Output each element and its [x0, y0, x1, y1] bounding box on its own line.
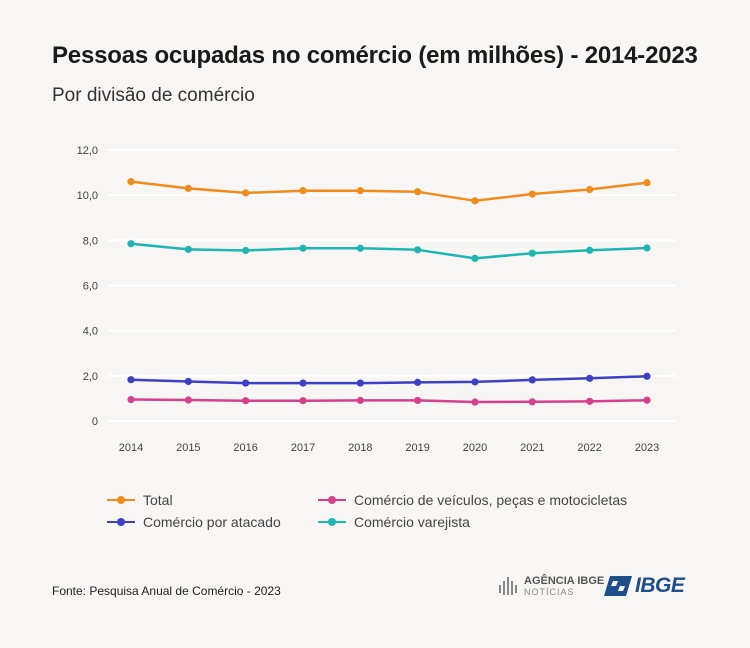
data-point [299, 379, 307, 387]
legend-item-atacado: Comércio por atacado [107, 514, 281, 530]
data-point [299, 397, 307, 405]
data-point [528, 376, 536, 384]
legend-label-total: Total [143, 492, 173, 508]
data-point [184, 396, 192, 404]
legend-item-veiculos: Comércio de veículos, peças e motociclet… [318, 492, 627, 508]
data-point [586, 397, 594, 405]
y-tick-label: 0 [92, 416, 98, 428]
data-point [127, 178, 135, 186]
data-point [356, 187, 364, 195]
series-line-1 [130, 398, 648, 404]
data-point [299, 187, 307, 195]
data-point [643, 396, 651, 404]
y-tick-label: 4,0 [83, 326, 98, 338]
legend-swatch-veiculos [318, 495, 346, 505]
data-point [414, 378, 422, 386]
data-point [127, 376, 135, 384]
data-point [414, 188, 422, 196]
data-point [528, 249, 536, 257]
ibge-emblem-icon [604, 576, 632, 596]
data-point [471, 197, 479, 205]
x-tick-label: 2016 [233, 442, 257, 454]
legend-item-varejista: Comércio varejista [318, 514, 470, 530]
legend-label-veiculos: Comércio de veículos, peças e motociclet… [354, 492, 628, 508]
data-point [586, 246, 594, 254]
data-point [471, 378, 479, 386]
series-line-2 [130, 375, 648, 385]
data-point [184, 245, 192, 253]
source-note: Fonte: Pesquisa Anual de Comércio - 2023 [52, 584, 281, 598]
y-tick-label: 8,0 [83, 235, 98, 247]
data-point [643, 179, 651, 187]
y-tick-label: 2,0 [83, 371, 98, 383]
y-tick-label: 12,0 [77, 145, 98, 157]
x-tick-label: 2014 [119, 442, 143, 454]
x-tick-label: 2019 [405, 442, 429, 454]
y-tick-label: 6,0 [83, 281, 98, 293]
data-point [184, 184, 192, 192]
y-tick-label: 10,0 [77, 190, 98, 202]
legend-label-varejista: Comércio varejista [354, 514, 470, 530]
legend-label-atacado: Comércio por atacado [143, 514, 281, 530]
data-point [356, 244, 364, 252]
agencia-bars-icon [499, 577, 517, 595]
data-point [242, 397, 250, 405]
x-tick-label: 2021 [520, 442, 544, 454]
data-point [643, 372, 651, 380]
data-point [127, 240, 135, 248]
agencia-logo-line1: AGÊNCIA IBGE [524, 574, 605, 587]
data-point [242, 379, 250, 387]
x-tick-label: 2022 [577, 442, 601, 454]
legend-item-total: Total [107, 492, 173, 508]
data-point [471, 398, 479, 406]
data-point [471, 254, 479, 262]
ibge-logo: IBGE [604, 574, 685, 598]
agencia-logo-line2: NOTÍCIAS [524, 586, 575, 597]
data-point [528, 190, 536, 198]
data-point [586, 374, 594, 382]
chart-subtitle: Por divisão de comércio [52, 85, 255, 106]
x-tick-label: 2017 [291, 442, 315, 454]
chart-title: Pessoas ocupadas no comércio (em milhões… [52, 42, 698, 69]
data-point [299, 244, 307, 252]
data-point [127, 395, 135, 404]
data-point [356, 396, 364, 405]
data-point [643, 244, 651, 252]
x-tick-label: 2018 [348, 442, 372, 454]
data-point [528, 398, 536, 406]
legend-swatch-atacado [107, 517, 135, 527]
data-point [586, 185, 594, 194]
data-point [184, 377, 192, 386]
series-line-0 [130, 180, 648, 203]
x-tick-label: 2023 [635, 442, 659, 454]
data-point [242, 246, 250, 255]
data-point [414, 396, 422, 405]
x-tick-label: 2020 [463, 442, 487, 454]
ibge-logo-text: IBGE [635, 574, 685, 597]
legend-swatch-total [107, 495, 135, 505]
agencia-ibge-logo: AGÊNCIA IBGE NOTÍCIAS [498, 575, 604, 597]
data-point [356, 379, 364, 387]
data-point [242, 189, 250, 197]
series-line-3 [130, 242, 648, 260]
x-tick-label: 2015 [176, 442, 200, 454]
legend-swatch-varejista [318, 517, 346, 527]
data-point [414, 246, 422, 254]
